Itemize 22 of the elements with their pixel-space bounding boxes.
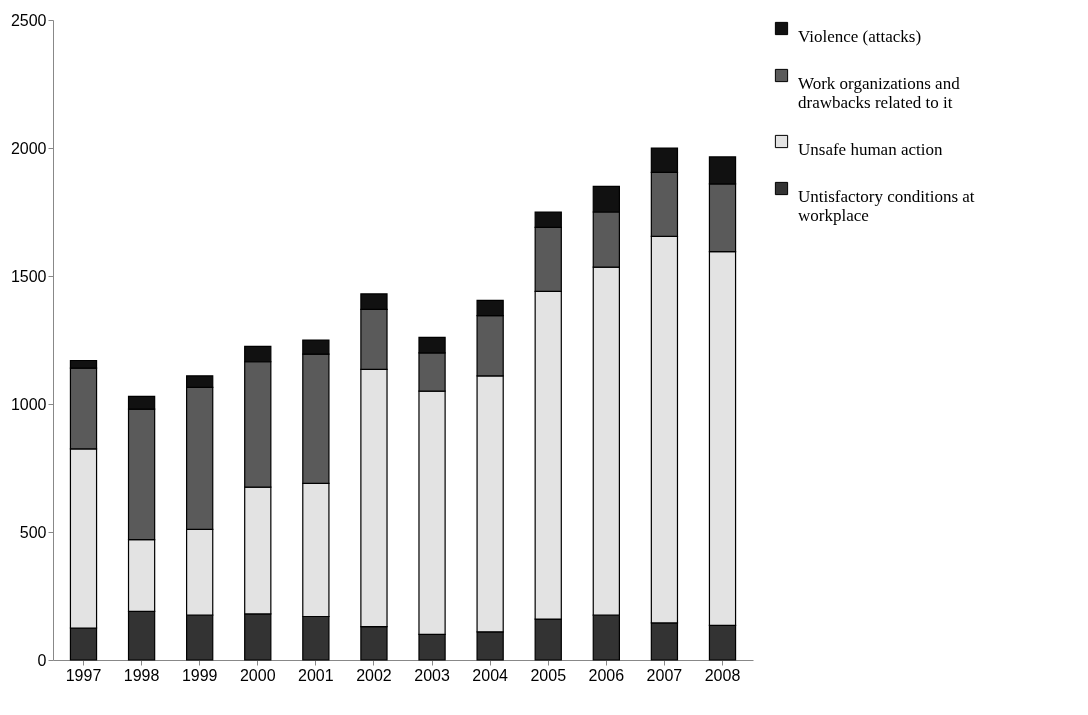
x-tick-label: 2005: [530, 666, 567, 684]
y-tick-label: 1500: [10, 267, 47, 285]
y-tick-label: 2000: [10, 139, 47, 157]
legend-label: Untisfactory conditions at workplace: [798, 186, 975, 225]
x-tick-label: 2006: [588, 666, 625, 684]
legend-label: Work organizations and drawbacks related to it: [798, 73, 961, 112]
x-tick-label: 1999: [181, 666, 218, 684]
x-tick-label: 1997: [65, 666, 102, 684]
legend-label: Unsafe human action: [798, 139, 943, 159]
x-tick-label: 2000: [239, 666, 276, 684]
x-tick-label: 2003: [414, 666, 450, 684]
x-tick-label: 2007: [646, 666, 683, 684]
x-tick-label: 2008: [704, 666, 741, 684]
legend-label: Violence (attacks): [798, 26, 922, 46]
x-tick-label: 2001: [298, 666, 334, 684]
x-tick-label: 1998: [123, 666, 160, 684]
x-tick-label: 2002: [356, 666, 392, 684]
x-tick-label: 2004: [472, 666, 509, 684]
y-tick-label: 500: [19, 523, 47, 541]
y-tick-label: 1000: [10, 395, 47, 413]
y-tick-label: 0: [37, 651, 47, 669]
y-tick-label: 2500: [10, 11, 47, 29]
